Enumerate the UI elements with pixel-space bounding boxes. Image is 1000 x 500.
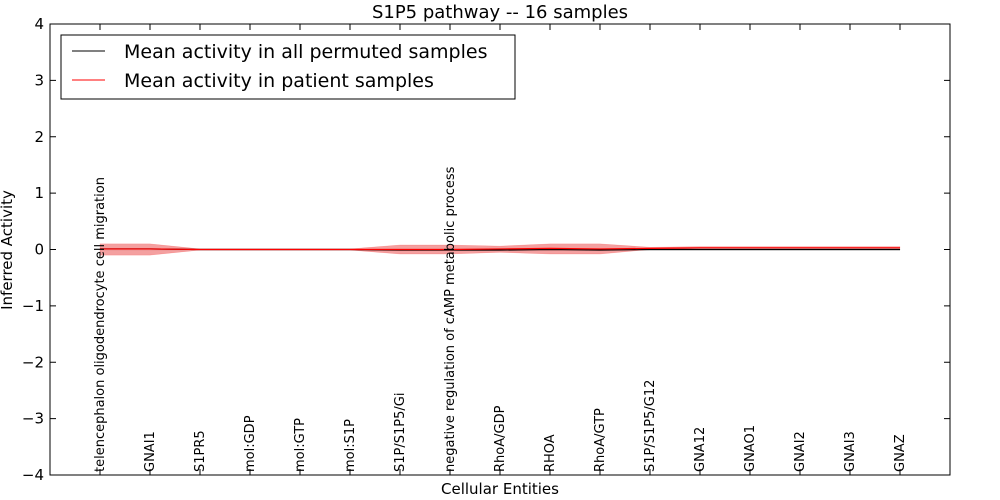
x-category-label: GNAI3 [843, 431, 858, 472]
x-category-label: mol:GTP [293, 418, 308, 472]
y-tick-label: 1 [34, 184, 44, 202]
x-axis-label: Cellular Entities [441, 480, 559, 498]
x-category-label: RhoA/GDP [493, 405, 508, 472]
y-tick-label: −3 [22, 410, 44, 428]
y-axis-label: Inferred Activity [0, 190, 16, 310]
x-category-label: mol:GDP [243, 415, 258, 472]
y-tick-label: 2 [34, 128, 44, 146]
x-category-label: GNAO1 [743, 425, 758, 472]
x-category-label: S1PR5 [193, 430, 208, 472]
legend: Mean activity in all permuted samples Me… [60, 34, 516, 100]
x-category-label: GNAI1 [143, 431, 158, 472]
x-category-label: negative regulation of cAMP metabolic pr… [443, 166, 458, 472]
x-category-label: GNAI2 [793, 431, 808, 472]
chart-title: S1P5 pathway -- 16 samples [372, 2, 628, 23]
legend-box [60, 34, 516, 100]
y-tick-label: 4 [34, 15, 44, 33]
x-category-label: S1P/S1P5/Gi [393, 393, 408, 472]
patient-mean-line [100, 247, 900, 251]
legend-label-patient: Mean activity in patient samples [124, 70, 434, 92]
x-category-label: telencephalon oligodendrocyte cell migra… [93, 177, 108, 472]
x-category-label: RhoA/GTP [593, 408, 608, 472]
y-axis-ticks: −4 −3 −2 −1 0 1 2 3 4 [22, 15, 950, 484]
x-category-label: GNAZ [893, 434, 908, 472]
x-axis-categories: telencephalon oligodendrocyte cell migra… [93, 24, 908, 475]
x-category-label: RHOA [543, 434, 558, 472]
y-tick-label: −2 [22, 353, 44, 371]
plot-frame [49, 23, 951, 476]
y-tick-label: 3 [34, 71, 44, 89]
x-category-label: GNA12 [693, 427, 708, 472]
x-category-label: mol:S1P [343, 419, 358, 472]
x-category-label: S1P/S1P5/G12 [643, 380, 658, 472]
legend-label-permuted: Mean activity in all permuted samples [124, 41, 487, 63]
y-tick-label: 0 [34, 241, 44, 259]
series-lines [100, 247, 900, 251]
y-tick-label: −1 [22, 297, 44, 315]
y-tick-label: −4 [22, 466, 44, 484]
